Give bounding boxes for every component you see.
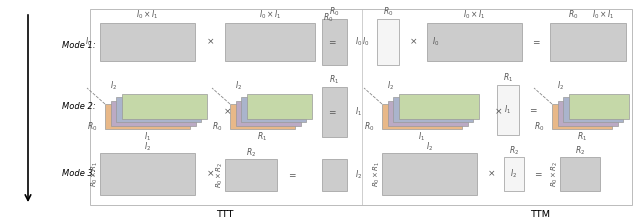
- Bar: [560, 157, 600, 191]
- Text: $I_0$: $I_0$: [84, 36, 92, 48]
- Bar: [550, 23, 626, 61]
- Bar: [497, 85, 519, 135]
- Text: $R_2$: $R_2$: [509, 145, 519, 157]
- Text: $I_0$: $I_0$: [362, 36, 369, 48]
- Bar: [322, 159, 347, 191]
- Bar: [246, 94, 312, 118]
- Text: Mode 1:: Mode 1:: [62, 41, 96, 49]
- Text: $I_0 \times I_1$: $I_0 \times I_1$: [592, 9, 614, 21]
- Text: $R_0$: $R_0$: [534, 121, 544, 133]
- Bar: [236, 100, 301, 125]
- Bar: [382, 153, 477, 195]
- Bar: [382, 104, 462, 129]
- Text: $I_2$: $I_2$: [387, 80, 394, 92]
- Text: $R_0 \times R_2$: $R_0 \times R_2$: [215, 162, 225, 188]
- Text: $\times$: $\times$: [206, 169, 214, 179]
- Text: $I_1$: $I_1$: [504, 104, 511, 116]
- Text: TTM: TTM: [530, 210, 550, 217]
- Text: $I_2$: $I_2$: [110, 80, 117, 92]
- Text: Mode 3:: Mode 3:: [62, 168, 96, 178]
- Text: $I_2$: $I_2$: [426, 141, 433, 153]
- Bar: [241, 97, 306, 122]
- Bar: [377, 19, 399, 65]
- Text: $\times$: $\times$: [409, 37, 417, 47]
- Text: $R_0$: $R_0$: [330, 6, 340, 18]
- Bar: [399, 94, 479, 118]
- Bar: [116, 97, 201, 122]
- Bar: [557, 100, 618, 125]
- Text: $I_2$: $I_2$: [511, 168, 518, 180]
- Bar: [552, 104, 612, 129]
- Text: $=$: $=$: [287, 171, 297, 179]
- Text: $I_1$: $I_1$: [355, 106, 362, 118]
- Text: $\times$: $\times$: [223, 107, 231, 116]
- Bar: [427, 23, 522, 61]
- Text: $=$: $=$: [327, 107, 337, 116]
- Bar: [105, 104, 190, 129]
- Text: $R_0$: $R_0$: [323, 12, 333, 24]
- Text: $I_2$: $I_2$: [355, 169, 362, 181]
- Text: $=$: $=$: [531, 38, 541, 46]
- Text: $R_1$: $R_1$: [257, 131, 268, 143]
- Text: $R_1$: $R_1$: [503, 72, 513, 84]
- Text: $R_0$: $R_0$: [86, 121, 97, 133]
- Text: $I_1$: $I_1$: [144, 131, 151, 143]
- Text: $R_2$: $R_2$: [246, 147, 256, 159]
- Text: $\times$: $\times$: [494, 107, 502, 116]
- Bar: [100, 153, 195, 195]
- Bar: [563, 97, 623, 122]
- Bar: [230, 104, 295, 129]
- Text: $R_0$: $R_0$: [364, 121, 374, 133]
- Text: $R_0 \times R_1$: $R_0 \times R_1$: [372, 161, 382, 187]
- Text: $\times$: $\times$: [487, 169, 495, 179]
- Text: $=$: $=$: [327, 38, 337, 46]
- Text: $I_1$: $I_1$: [419, 131, 426, 143]
- Text: $R_1$: $R_1$: [577, 131, 587, 143]
- Text: $R_0$: $R_0$: [212, 121, 222, 133]
- Bar: [322, 19, 347, 65]
- Text: $R_0$: $R_0$: [568, 9, 578, 21]
- Text: $R_2$: $R_2$: [575, 145, 585, 157]
- Bar: [322, 87, 347, 137]
- Bar: [122, 94, 207, 118]
- Text: $R_0 \times R_1$: $R_0 \times R_1$: [90, 161, 100, 187]
- Bar: [387, 100, 467, 125]
- Text: $R_1$: $R_1$: [330, 74, 340, 86]
- Bar: [504, 157, 524, 191]
- Text: $I_0$: $I_0$: [355, 36, 362, 48]
- Text: $\times$: $\times$: [206, 37, 214, 47]
- Text: $I_2$: $I_2$: [557, 80, 564, 92]
- Bar: [225, 159, 277, 191]
- Text: $R_0$: $R_0$: [383, 6, 393, 18]
- Bar: [90, 9, 632, 205]
- Bar: [225, 23, 315, 61]
- Text: $I_0 \times I_1$: $I_0 \times I_1$: [463, 9, 486, 21]
- Bar: [568, 94, 628, 118]
- Text: $I_0 \times I_1$: $I_0 \times I_1$: [259, 9, 281, 21]
- Bar: [100, 23, 195, 61]
- Text: $I_2$: $I_2$: [144, 141, 151, 153]
- Text: TTT: TTT: [216, 210, 234, 217]
- Text: $=$: $=$: [533, 169, 543, 179]
- Text: $=$: $=$: [528, 105, 538, 115]
- Text: $I_2$: $I_2$: [235, 80, 242, 92]
- Text: $I_0 \times I_1$: $I_0 \times I_1$: [136, 9, 159, 21]
- Text: Mode 2:: Mode 2:: [62, 102, 96, 112]
- Text: $R_0 \times R_2$: $R_0 \times R_2$: [550, 161, 560, 187]
- Bar: [393, 97, 473, 122]
- Text: $I_0$: $I_0$: [432, 36, 440, 48]
- Bar: [111, 100, 195, 125]
